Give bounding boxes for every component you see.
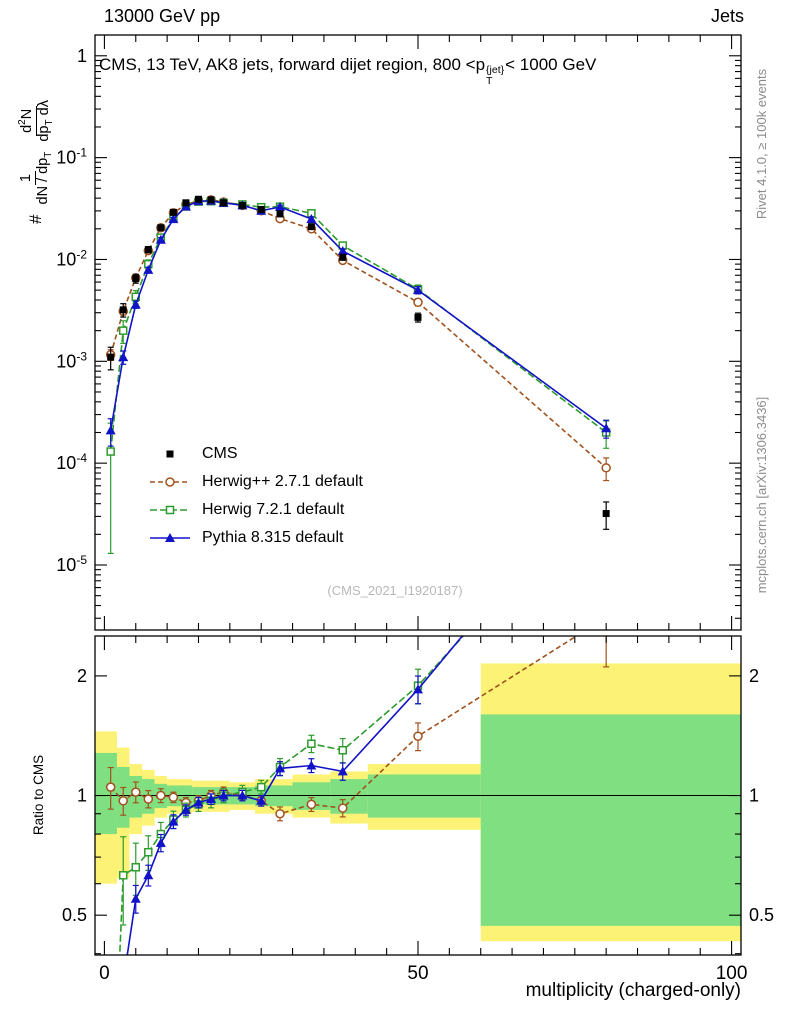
main-series-herwig++ xyxy=(105,195,611,482)
ylabel-fraction-1: 1 dN / dpT xyxy=(17,151,54,205)
svg-text:10-4: 10-4 xyxy=(56,451,87,473)
x-axis-title: multiplicity (charged-only) xyxy=(525,980,741,1001)
ratio-uncertainty-bands xyxy=(95,663,741,942)
svg-text:100: 100 xyxy=(716,963,748,984)
rivet-version-label: Rivet 4.1.0, ≥ 100k events xyxy=(754,68,769,220)
main-y-axis-label: # 1 dN / dpT d2N dpT dλ xyxy=(14,42,58,282)
svg-text:1: 1 xyxy=(749,786,759,806)
ratio-y-axis-label: Ratio to CMS xyxy=(31,754,46,836)
herwig7-marker-icon xyxy=(148,501,192,519)
ylabel-hash: # xyxy=(26,214,45,224)
main-series xyxy=(105,195,612,554)
svg-text:0.5: 0.5 xyxy=(749,905,774,925)
legend-entry-herwigpp: Herwig++ 2.7.1 default xyxy=(148,468,363,496)
svg-text:0.5: 0.5 xyxy=(62,905,87,925)
axis-ticks xyxy=(95,35,741,955)
ratio-series-pythia xyxy=(126,636,464,955)
plot-title-suffix: < 1000 GeV xyxy=(505,55,597,74)
legend: CMS Herwig++ 2.7.1 default Herwig 7.2.1 … xyxy=(148,440,363,552)
svg-text:10-1: 10-1 xyxy=(56,146,87,168)
main-series-cms xyxy=(107,195,610,530)
main-series-pythia xyxy=(105,195,612,447)
plot-title: CMS, 13 TeV, AK8 jets, forward dijet reg… xyxy=(99,55,596,86)
pt-jet-sup: {jet} xyxy=(486,64,505,76)
analysis-id-watermark: (CMS_2021_I1920187) xyxy=(327,583,463,598)
svg-text:1: 1 xyxy=(77,786,87,806)
herwigpp-marker-icon xyxy=(148,473,192,491)
svg-text:10-5: 10-5 xyxy=(56,553,87,575)
svg-text:10-3: 10-3 xyxy=(56,349,87,371)
svg-text:50: 50 xyxy=(407,963,428,984)
svg-text:2: 2 xyxy=(749,666,759,686)
legend-entry-cms: CMS xyxy=(148,440,363,468)
legend-entry-herwig7: Herwig 7.2.1 default xyxy=(148,496,363,524)
analysis-type-label: Jets xyxy=(710,6,744,26)
legend-entry-pythia: Pythia 8.315 default xyxy=(148,524,363,552)
ratio-series xyxy=(105,636,610,955)
legend-label-herwig7: Herwig 7.2.1 default xyxy=(202,501,345,518)
legend-label-pythia: Pythia 8.315 default xyxy=(202,529,344,546)
plot-title-prefix: CMS, 13 TeV, AK8 jets, forward dijet reg… xyxy=(99,55,486,74)
axis-tick-labels: 1 10-1 10-2 10-3 10-4 10-5 0 50 100 0.5 0.5 1 1 2 2 xyxy=(56,46,774,984)
pt-jet-supsub: {jet} T xyxy=(486,65,504,86)
legend-label-herwigpp: Herwig++ 2.7.1 default xyxy=(202,473,363,490)
beam-energy-label: 13000 GeV pp xyxy=(104,6,221,26)
pythia-marker-icon xyxy=(148,529,192,547)
svg-text:0: 0 xyxy=(99,963,110,984)
ylabel-fraction-2: d2N dpT dλ xyxy=(17,100,55,142)
cms-marker-icon xyxy=(148,445,192,463)
legend-label-cms: CMS xyxy=(202,445,238,462)
mcplots-credit-label: mcplots.cern.ch [arXiv:1306.3436] xyxy=(754,396,769,594)
svg-text:2: 2 xyxy=(77,666,87,686)
svg-text:10-2: 10-2 xyxy=(56,247,87,269)
svg-text:1: 1 xyxy=(77,46,87,66)
pt-jet-sub: T xyxy=(486,74,493,87)
